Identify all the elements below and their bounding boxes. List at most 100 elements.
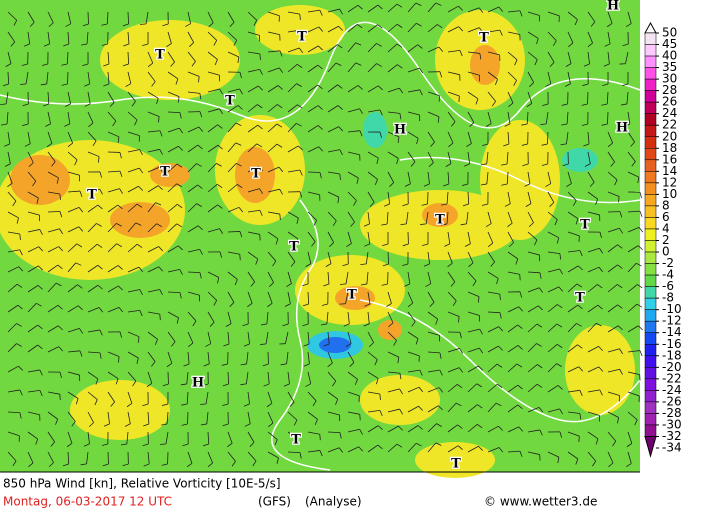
- barb-feather: [185, 23, 191, 27]
- barb-shaft: [607, 51, 610, 64]
- barb-shaft: [307, 351, 310, 364]
- barb-shaft: [207, 271, 219, 278]
- barb-feather: [364, 303, 371, 307]
- barb-shaft: [487, 363, 498, 373]
- barb-shaft: [567, 31, 574, 44]
- barb-shaft: [67, 226, 79, 233]
- barb-shaft: [267, 31, 280, 35]
- barb-shaft: [7, 71, 10, 85]
- barb-feather: [519, 450, 523, 457]
- barb-shaft: [345, 291, 349, 304]
- barb-shaft: [447, 348, 460, 353]
- barb-feather: [162, 23, 169, 27]
- barb-feather: [599, 248, 604, 254]
- barb-feather: [619, 211, 623, 218]
- barb-feather: [417, 425, 423, 430]
- barb-feather: [357, 24, 363, 29]
- barb-feather: [396, 443, 403, 448]
- barb-shaft: [287, 104, 298, 113]
- barb-feather: [17, 304, 23, 310]
- barb-shaft: [487, 111, 492, 124]
- barb-feather: [269, 282, 274, 288]
- barb-feather: [78, 207, 84, 213]
- barb-feather: [477, 424, 483, 429]
- barb-feather: [396, 3, 403, 8]
- barb-feather: [441, 203, 448, 206]
- barb-feather: [564, 83, 571, 87]
- barb-feather: [377, 425, 383, 430]
- wind-barbs: [0, 2, 644, 468]
- barb-shaft: [287, 145, 299, 153]
- barb-shaft: [607, 451, 614, 464]
- barb-shaft: [327, 171, 340, 175]
- barb-feather: [134, 119, 138, 126]
- barb-shaft: [87, 71, 91, 84]
- barb-shaft: [7, 31, 16, 43]
- barb-feather: [65, 103, 71, 107]
- barb-shaft: [107, 71, 110, 84]
- barb-shaft: [347, 4, 359, 13]
- barb-shaft: [287, 11, 300, 15]
- barb-feather: [536, 323, 543, 328]
- barb-feather: [359, 108, 364, 115]
- barb-feather: [312, 400, 317, 407]
- barb-feather: [319, 450, 323, 457]
- barb-shaft: [187, 71, 200, 77]
- barb-shaft: [327, 371, 337, 382]
- barb-shaft: [547, 131, 549, 145]
- barb-feather: [379, 109, 383, 116]
- barb-shaft: [427, 131, 435, 143]
- barb-shaft: [366, 271, 369, 284]
- barb-shaft: [487, 231, 494, 244]
- barb-feather: [229, 22, 235, 27]
- barb-feather: [139, 167, 144, 174]
- barb-feather: [430, 141, 435, 147]
- barb-feather: [298, 145, 303, 151]
- barb-shaft: [567, 344, 578, 353]
- barb-shaft: [107, 391, 115, 403]
- colorbar-swatch: [644, 194, 657, 207]
- barb-shaft: [447, 71, 460, 76]
- barb-shaft: [167, 145, 179, 153]
- barb-shaft: [507, 345, 519, 353]
- barb-shaft: [566, 111, 569, 124]
- barb-shaft: [127, 31, 130, 44]
- barb-shaft: [267, 431, 278, 440]
- barb-shaft: [286, 351, 289, 364]
- barb-feather: [399, 373, 402, 380]
- barb-shaft: [567, 11, 578, 20]
- barb-shaft: [7, 151, 11, 164]
- barb-shaft: [567, 250, 580, 253]
- barb-feather: [402, 203, 409, 207]
- barb-feather: [338, 447, 344, 453]
- barb-feather: [435, 442, 442, 446]
- barb-shaft: [47, 305, 59, 313]
- barb-shaft: [147, 351, 156, 362]
- barb-feather: [490, 261, 495, 267]
- barb-shaft: [347, 351, 355, 363]
- barb-shaft: [387, 311, 394, 324]
- colorbar-swatch: [644, 401, 657, 414]
- barb-shaft: [367, 331, 374, 343]
- barb-feather: [438, 46, 444, 52]
- barb-feather: [159, 289, 163, 295]
- barb-shaft: [387, 371, 400, 374]
- barb-feather: [437, 116, 440, 123]
- barb-feather: [382, 263, 389, 267]
- barb-feather: [217, 124, 223, 129]
- barb-shaft: [466, 211, 469, 224]
- barb-feather: [482, 143, 489, 146]
- barb-feather: [115, 378, 119, 385]
- barb-shaft: [547, 286, 560, 293]
- barb-feather: [122, 23, 129, 27]
- barb-shaft: [547, 344, 558, 353]
- barb-feather: [24, 143, 31, 147]
- barb-shaft: [227, 451, 236, 462]
- colorbar-label: -34: [662, 441, 682, 455]
- barb-shaft: [387, 191, 391, 204]
- barb-shaft: [367, 24, 378, 33]
- barb-shaft: [327, 44, 338, 53]
- barb-shaft: [527, 191, 532, 204]
- barb-feather: [364, 243, 370, 247]
- barb-shaft: [427, 271, 432, 284]
